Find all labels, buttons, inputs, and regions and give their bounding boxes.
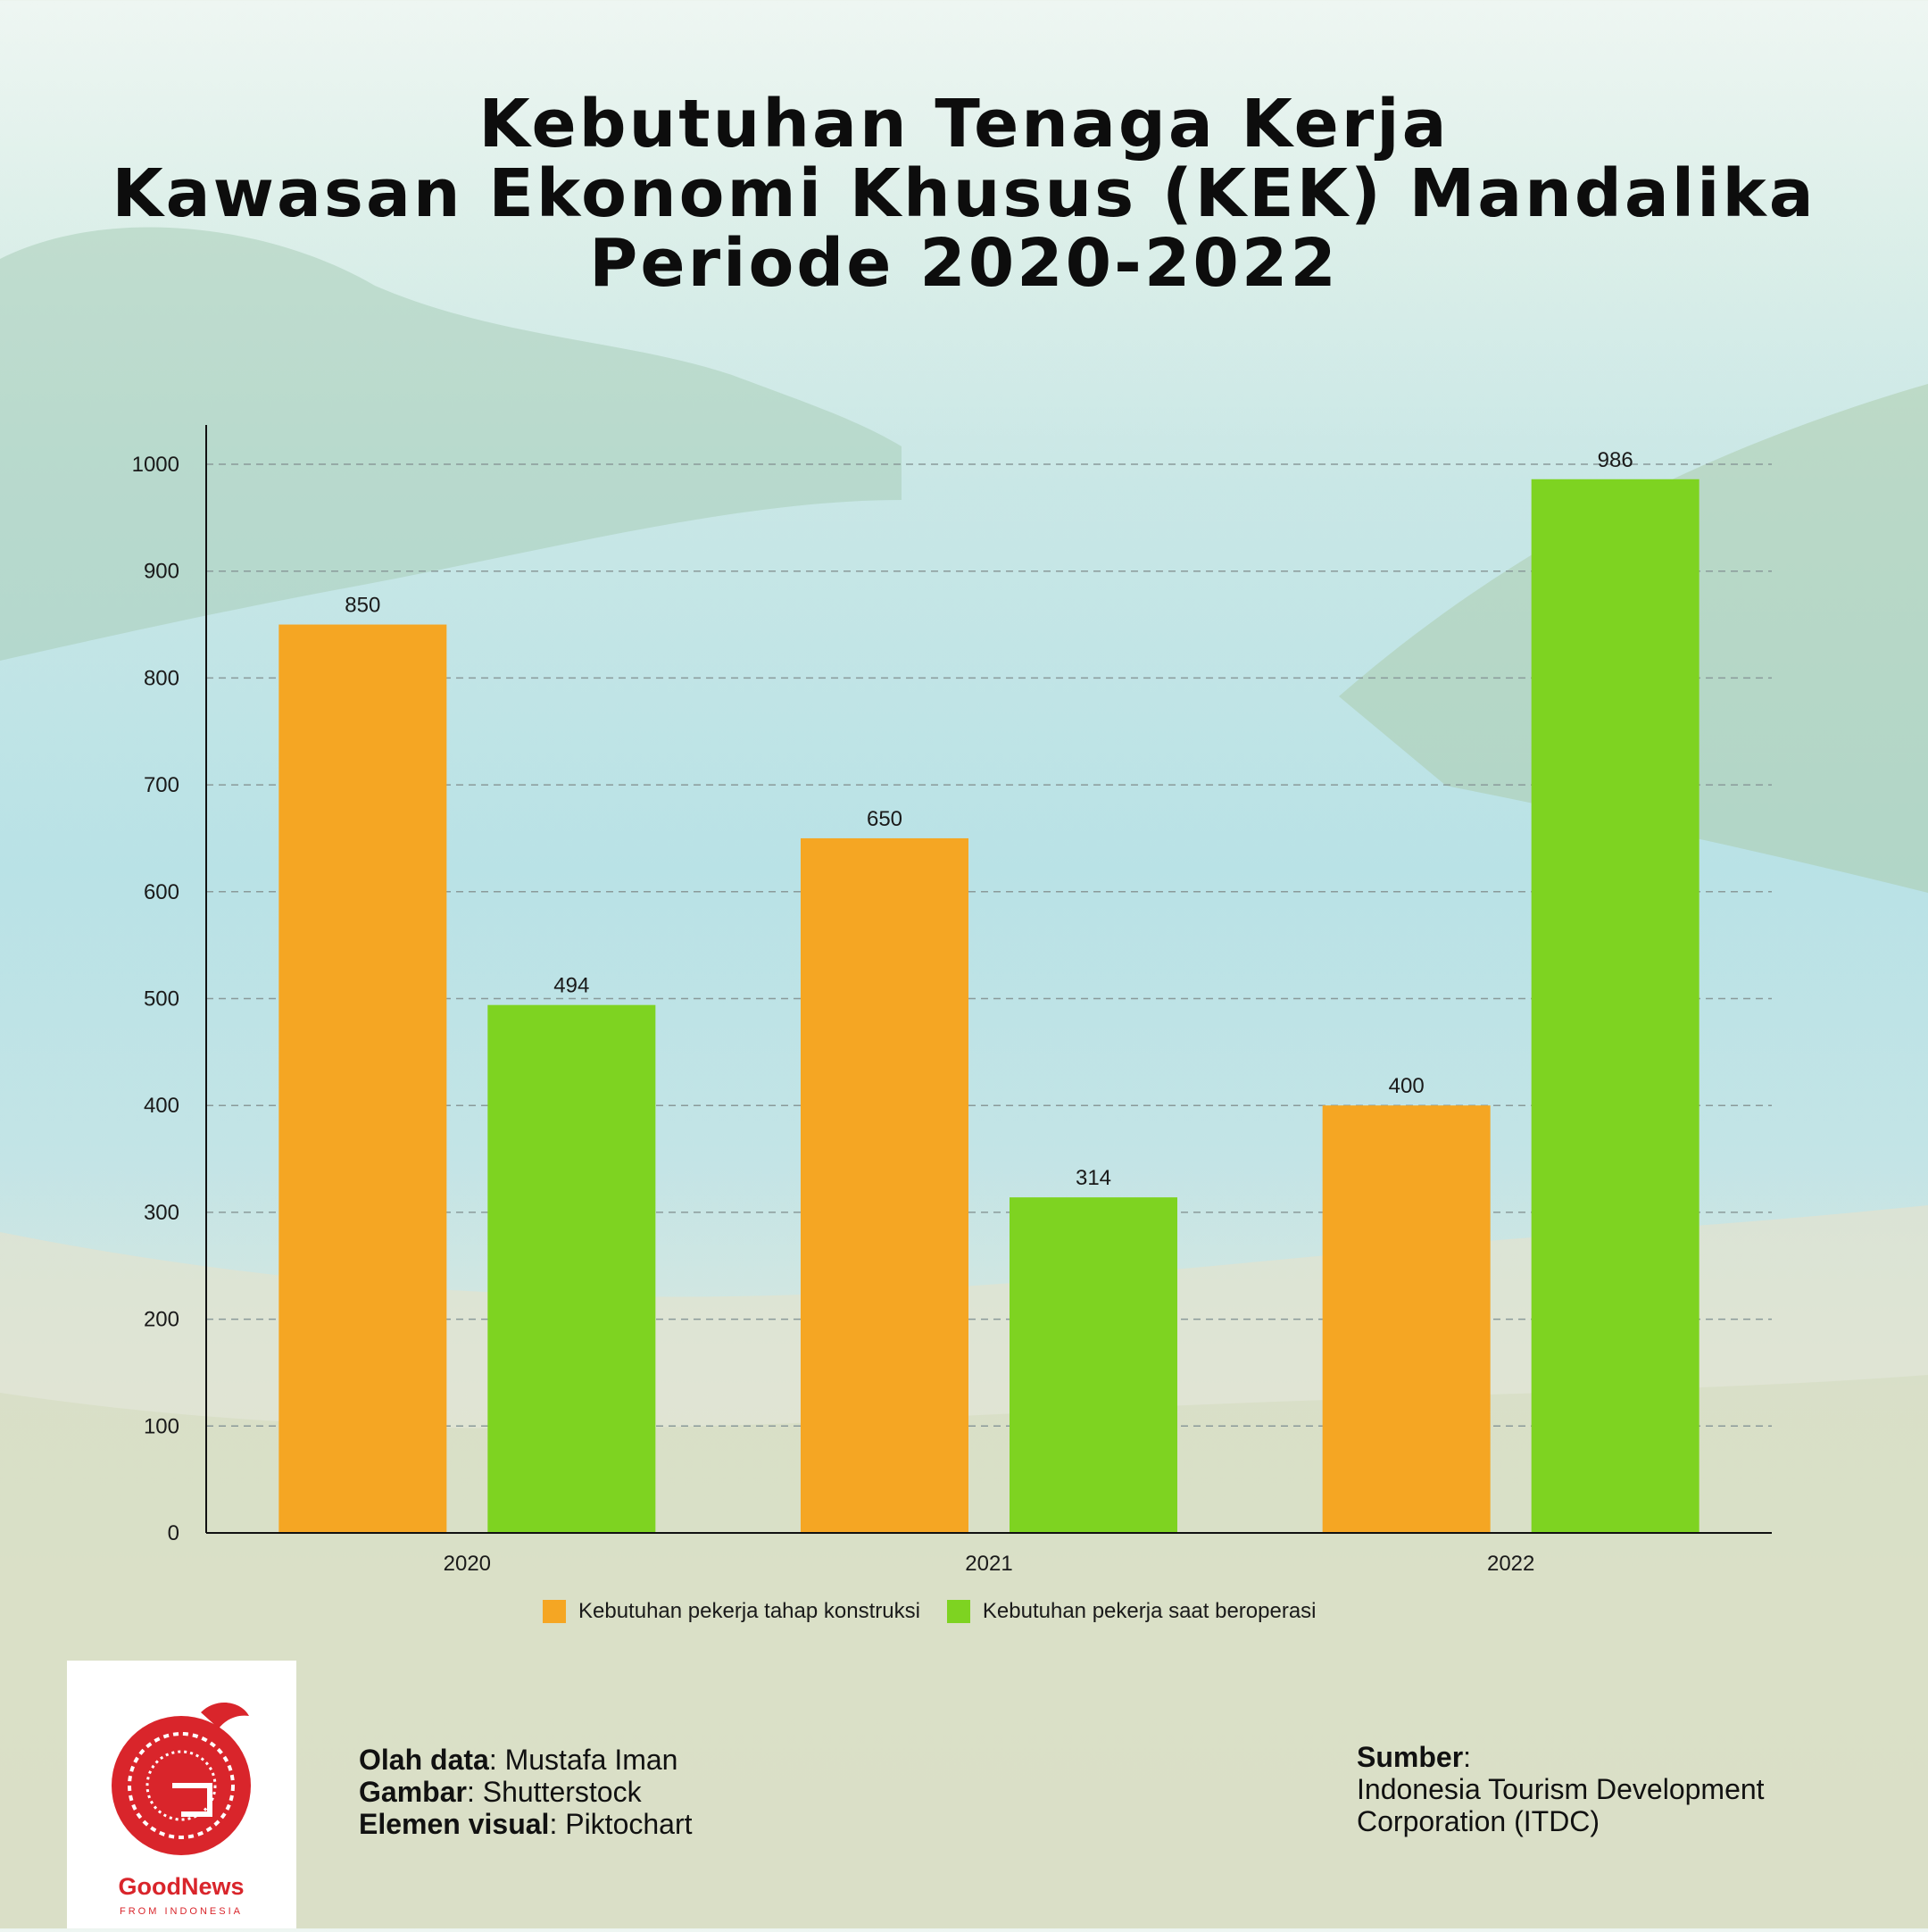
credit-image-value: : Shutterstock [466, 1776, 642, 1808]
goodnews-emblem-icon: GoodNews FROM INDONESIA [112, 1702, 251, 1917]
credit-image: Gambar: Shutterstock [359, 1776, 693, 1808]
source-line-1: Indonesia Tourism Development [1357, 1773, 1765, 1805]
logo-tagline: FROM INDONESIA [120, 1906, 243, 1917]
chart-legend: Kebutuhan pekerja tahap konstruksi Kebut… [543, 1599, 1343, 1624]
title-line-3: Periode 2020-2022 [589, 225, 1339, 302]
data-labels: 850 494 650 314 400 986 [345, 448, 1633, 1190]
x-tick-label: 2020 [444, 1552, 491, 1576]
grid-lines [206, 463, 1772, 1428]
logo-name: GoodNews [118, 1873, 244, 1900]
chart-title: Kebutuhan Tenaga Kerja Kawasan Ekonomi K… [0, 89, 1928, 298]
credit-visual-value: : Piktochart [549, 1808, 693, 1840]
source-label: Sumber [1357, 1741, 1464, 1773]
credit-data-label: Olah data [359, 1744, 489, 1776]
bars [278, 479, 1699, 1533]
credit-data: Olah data: Mustafa Iman [359, 1744, 693, 1776]
data-label: 494 [553, 974, 589, 998]
y-tick-label: 900 [144, 560, 179, 584]
y-tick-label: 700 [144, 773, 179, 797]
credit-data-value: : Mustafa Iman [488, 1744, 678, 1776]
bar-2021-construction [801, 837, 968, 1533]
data-label: 986 [1598, 448, 1633, 472]
credit-visual: Elemen visual: Piktochart [359, 1808, 693, 1840]
bar-chart: 850 494 650 314 400 986 0 100 200 300 400 500 600 70… [132, 425, 1772, 1576]
y-tick-label: 100 [144, 1414, 179, 1438]
y-tick-label: 1000 [132, 453, 179, 477]
title-line-2: Kawasan Ekonomi Khusus (KEK) Mandalika [112, 155, 1816, 232]
y-axis-ticks: 0 100 200 300 400 500 600 700 800 900 1000 [132, 453, 179, 1545]
source-line-2: Corporation (ITDC) [1357, 1805, 1600, 1837]
legend-item-operation: Kebutuhan pekerja saat beroperasi [946, 1599, 1317, 1624]
source-block: Sumber: Indonesia Tourism Development Co… [1357, 1741, 1765, 1837]
credit-visual-label: Elemen visual [359, 1808, 550, 1840]
data-label: 650 [867, 807, 902, 831]
credits-block: Olah data: Mustafa Iman Gambar: Shutters… [359, 1744, 693, 1840]
legend-label-operation: Kebutuhan pekerja saat beroperasi [982, 1599, 1317, 1623]
bar-2022-construction [1322, 1105, 1491, 1533]
bar-2020-operation [487, 1004, 656, 1533]
data-label: 314 [1076, 1166, 1111, 1190]
x-axis-ticks: 2020 2021 2022 [444, 1552, 1535, 1576]
data-label: 400 [1389, 1074, 1425, 1098]
bar-2022-operation [1531, 479, 1699, 1533]
legend-item-construction: Kebutuhan pekerja tahap konstruksi [543, 1599, 920, 1624]
data-label: 850 [345, 594, 380, 618]
y-tick-label: 800 [144, 666, 179, 690]
y-tick-label: 0 [168, 1521, 179, 1545]
source-colon: : [1463, 1741, 1472, 1773]
legend-label-construction: Kebutuhan pekerja tahap konstruksi [578, 1599, 920, 1623]
y-tick-label: 600 [144, 880, 179, 904]
y-tick-label: 300 [144, 1201, 179, 1225]
x-tick-label: 2021 [965, 1552, 1012, 1576]
goodnews-logo: GoodNews FROM INDONESIA [67, 1661, 296, 1928]
y-tick-label: 500 [144, 987, 179, 1012]
x-tick-label: 2022 [1487, 1552, 1534, 1576]
bar-2021-operation [1010, 1197, 1177, 1533]
legend-swatch-construction [543, 1600, 566, 1623]
legend-swatch-operation [946, 1600, 970, 1623]
title-line-1: Kebutuhan Tenaga Kerja [478, 86, 1450, 162]
credit-image-label: Gambar [359, 1776, 467, 1808]
source-heading: Sumber: [1357, 1741, 1765, 1773]
y-tick-label: 200 [144, 1308, 179, 1332]
bar-2020-construction [278, 624, 447, 1533]
y-tick-label: 400 [144, 1094, 179, 1118]
